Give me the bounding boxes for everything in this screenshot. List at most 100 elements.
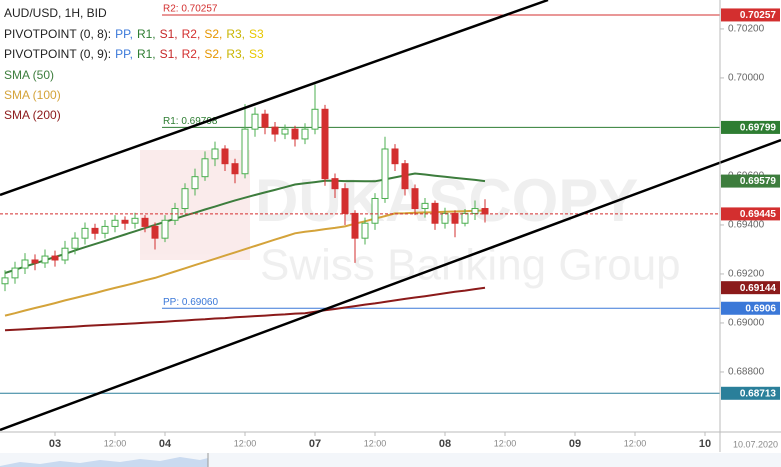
candle-body xyxy=(41,255,49,264)
pivot-level-box xyxy=(721,8,780,22)
pivot-level-label: 0.6906 xyxy=(745,303,776,314)
x-tick-label: 03 xyxy=(49,438,61,450)
legend-title: AUD/USD, 1H, BID xyxy=(4,6,107,20)
y-tick-label: 0.69200 xyxy=(728,269,765,280)
y-tick-label: 0.70000 xyxy=(728,73,765,84)
sma-value-box xyxy=(721,281,780,295)
candle-body xyxy=(1,277,9,285)
candle-body xyxy=(91,227,99,234)
candle-body xyxy=(361,222,369,239)
watermark-tagline: Swiss Banking Group xyxy=(260,241,681,290)
axes: 0.702000.700000.696000.694000.692000.690… xyxy=(0,0,781,452)
candle-body xyxy=(191,176,199,190)
pivot-legend-item: R2, xyxy=(182,27,201,41)
pivot-legend: PIVOTPOINT (0, 8): PP, R1, S1, R2, S2, R3, S3 xyxy=(4,27,264,41)
pivot-level-label: R1: 0.69798 xyxy=(163,116,218,127)
sma-value-label: 0.69579 xyxy=(740,176,777,187)
x-tick-label: 07 xyxy=(309,438,321,450)
y-tick-label: 0.69400 xyxy=(728,220,765,231)
pivot-legend-item: R3, xyxy=(226,47,245,61)
candle-body xyxy=(81,227,89,239)
candle-body xyxy=(261,113,269,128)
y-tick-label: 0.69000 xyxy=(728,318,765,329)
candle-body xyxy=(151,225,159,239)
pivot-legend: PIVOTPOINT (0, 9): PP, R1, S1, R2, S2, R3, S3 xyxy=(4,47,264,61)
channel-lower xyxy=(0,138,781,432)
y-tick-label: 0.68800 xyxy=(728,367,765,378)
navigator xyxy=(0,453,781,467)
candle-body xyxy=(431,202,439,224)
sma-line xyxy=(4,286,486,332)
channel-upper xyxy=(0,0,549,197)
candle-body xyxy=(411,188,419,210)
candle-body xyxy=(271,126,279,135)
candle-body xyxy=(31,259,39,264)
pivot-legend-item: PP, xyxy=(115,47,133,61)
x-tick-label: 12:00 xyxy=(624,438,647,448)
candle-body xyxy=(51,255,59,261)
pivot-legend-item: S3 xyxy=(249,27,264,41)
candle-body xyxy=(341,188,349,214)
pivot-legend-item: R1, xyxy=(137,27,156,41)
sma-value-label: 0.69144 xyxy=(740,283,777,294)
candle-body xyxy=(221,148,229,165)
sma-line xyxy=(4,209,486,317)
legend: AUD/USD, 1H, BID PIVOTPOINT (0, 8): PP, R1,… xyxy=(4,6,264,122)
pivot-legend-item: R1, xyxy=(137,47,156,61)
candle-body xyxy=(291,128,299,140)
candle-body xyxy=(381,148,389,199)
candle-body xyxy=(21,259,29,269)
candle-body xyxy=(301,128,309,140)
candle-body xyxy=(61,247,69,261)
candle-body xyxy=(331,178,339,190)
pivot-legend-item: S1, xyxy=(160,27,178,41)
candle-body xyxy=(481,208,489,215)
candle-body xyxy=(321,108,329,180)
trend-lines xyxy=(0,0,781,432)
pivot-level-label: PP: 0.69060 xyxy=(163,297,218,308)
candle-body xyxy=(451,212,459,224)
pivot-legend-item: PP, xyxy=(115,27,133,41)
plot-area: R2: 0.70257 R1: 0.69798 PP: 0.69060 xyxy=(0,4,720,394)
candle-body xyxy=(131,217,139,224)
candle-body xyxy=(421,202,429,210)
current-price-label: 0.69445 xyxy=(740,209,777,220)
x-tick-label: 04 xyxy=(159,438,172,450)
sma-value-box xyxy=(721,174,780,188)
candle-body xyxy=(471,208,479,214)
candle-body xyxy=(401,163,409,190)
candle-body xyxy=(241,128,249,175)
x-tick-label: 08 xyxy=(439,438,451,450)
candle-body xyxy=(71,237,79,249)
candle-body xyxy=(111,219,119,227)
candle-body xyxy=(311,108,319,130)
x-tick-label: 12:00 xyxy=(494,438,517,448)
candle-body xyxy=(181,188,189,210)
pivot-level-label: 0.69799 xyxy=(740,123,777,134)
pivot-level-label: R2: 0.70257 xyxy=(163,4,218,15)
legend-entry: SMA (100) xyxy=(4,88,61,102)
pivot-legend-label: PIVOTPOINT (0, 9): xyxy=(4,47,111,61)
candle-body xyxy=(391,148,399,165)
x-tick-label: 12:00 xyxy=(364,438,387,448)
x-tick-label: 10 xyxy=(699,438,711,450)
candle-body xyxy=(211,148,219,160)
pivot-legend-item: S1, xyxy=(160,47,178,61)
pivot-level-box xyxy=(721,120,780,134)
legend-entry: SMA (50) xyxy=(4,68,54,82)
candle-body xyxy=(371,197,379,224)
x-tick-label: 12:00 xyxy=(104,438,127,448)
date-stamp: 10.07.2020 xyxy=(733,439,778,449)
candle-body xyxy=(441,212,449,224)
candle-body xyxy=(461,212,469,224)
pivot-legend-item: S3 xyxy=(249,47,264,61)
pivot-legend-label: PIVOTPOINT (0, 8): xyxy=(4,27,111,41)
y-tick-label: 0.70200 xyxy=(728,24,765,35)
pivot-level-box xyxy=(721,301,780,315)
pivot-level-label: 0.68713 xyxy=(740,388,777,399)
navigator-area xyxy=(0,457,208,467)
x-tick-label: 09 xyxy=(569,438,581,450)
candle-body xyxy=(281,128,289,135)
pivot-legend-item: R3, xyxy=(226,27,245,41)
